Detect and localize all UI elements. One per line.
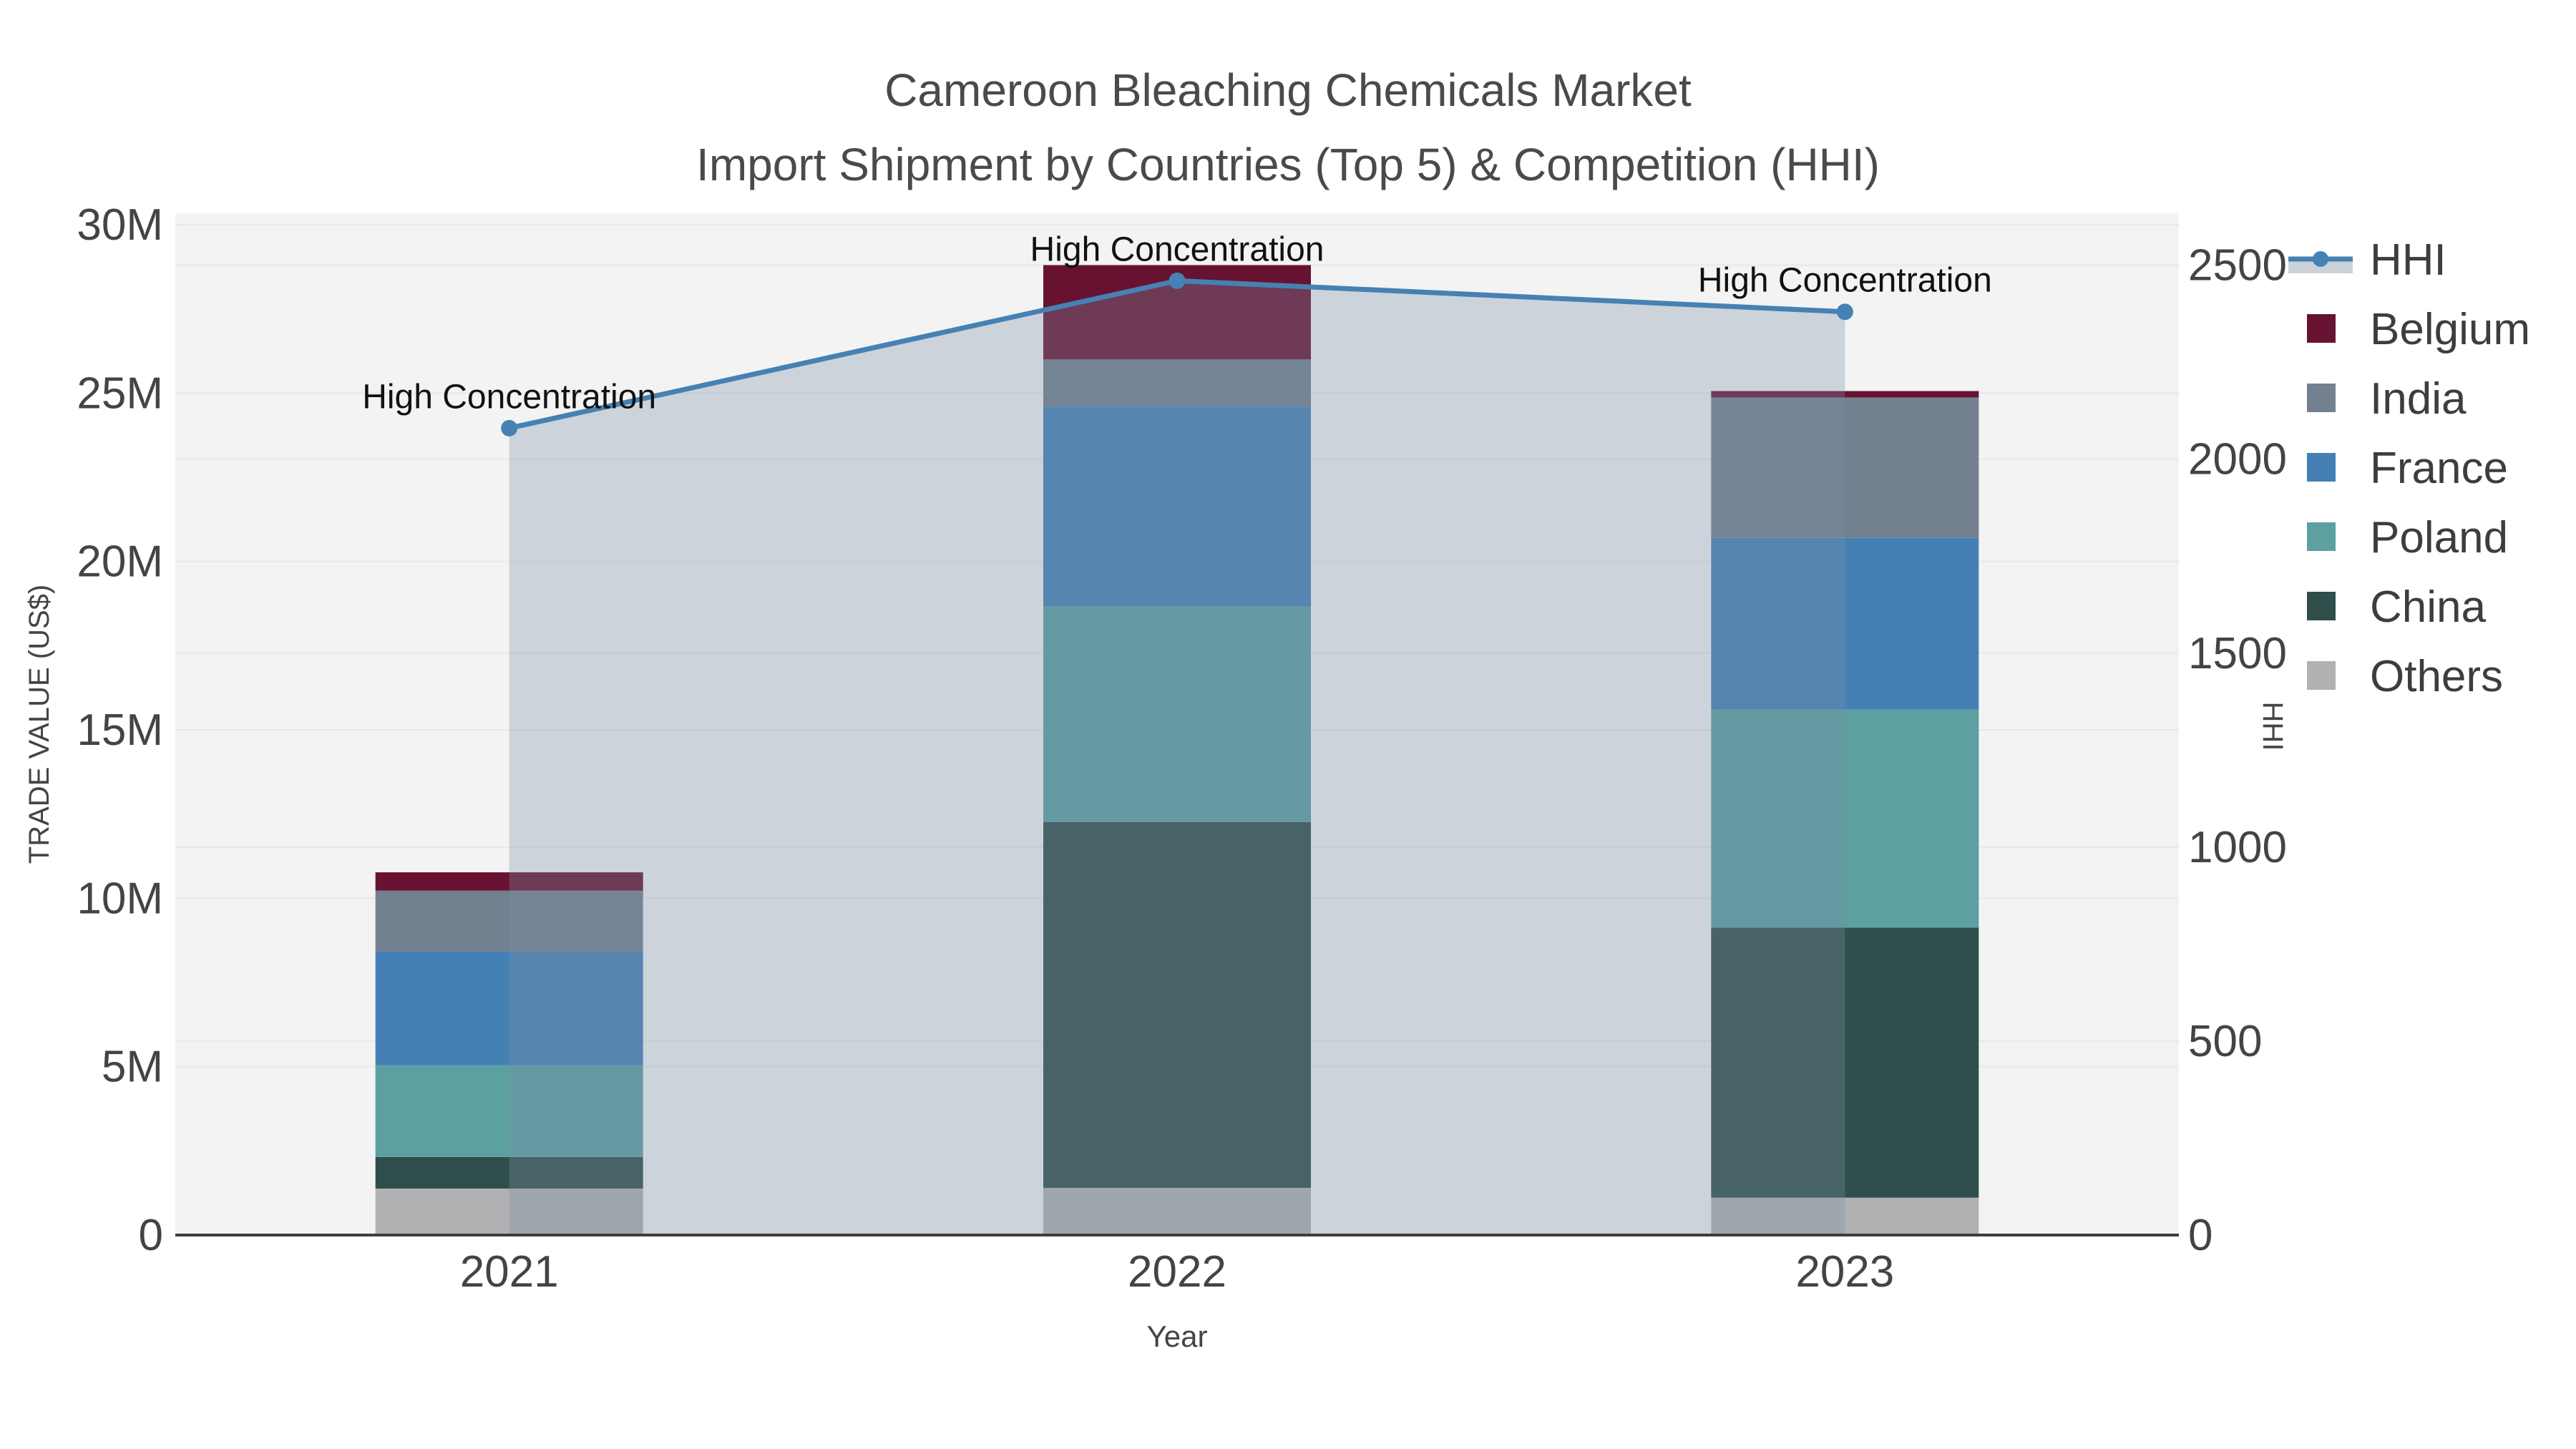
legend-item-china[interactable]: China	[2307, 582, 2487, 632]
y-left-tick-label: 15M	[77, 706, 163, 755]
legend-item-india[interactable]: India	[2307, 374, 2467, 424]
legend-item-poland[interactable]: Poland	[2307, 513, 2508, 562]
bar-segment-china-2022	[1043, 821, 1311, 1189]
bar-segment-china-2023	[1711, 927, 1979, 1198]
annotation-high-concentration-2021: High Concentration	[362, 378, 656, 416]
legend-item-france[interactable]: France	[2307, 444, 2508, 493]
y-right-tick-label: 2000	[2188, 435, 2287, 484]
y-right-tick-label: 2500	[2188, 241, 2287, 291]
legend-swatch-poland	[2307, 522, 2336, 551]
hhi-legend-marker	[2313, 251, 2328, 267]
bar-segment-poland-2023	[1711, 709, 1979, 928]
bar-segment-china-2021	[375, 1156, 643, 1189]
y-left-tick-label: 20M	[77, 537, 163, 587]
legend-swatch-others	[2307, 661, 2336, 690]
stacked-bars	[375, 265, 1979, 1235]
x-axis-title: Year	[1147, 1319, 1208, 1353]
y-left-tick-label: 0	[139, 1211, 163, 1260]
y-right-tick-label: 0	[2188, 1211, 2212, 1260]
stacked-bar-2022	[1043, 265, 1311, 1235]
legend-label-france: France	[2370, 444, 2508, 493]
legend-swatch-china	[2307, 592, 2336, 620]
stacked-bar-2023	[1711, 391, 1979, 1235]
bar-segment-india-2023	[1711, 397, 1979, 538]
y-right-tick-label: 500	[2188, 1017, 2262, 1066]
x-tick-label-2022: 2022	[1128, 1247, 1226, 1297]
bar-segment-france-2023	[1711, 537, 1979, 710]
legend-label-belgium: Belgium	[2370, 305, 2530, 354]
legend-label-india: India	[2370, 374, 2467, 424]
legend-item-belgium[interactable]: Belgium	[2307, 305, 2530, 354]
y-right-tick-label: 1500	[2188, 629, 2287, 678]
legend-label-china: China	[2370, 582, 2487, 632]
legend-swatch-india	[2307, 384, 2336, 412]
y-left-axis-title: TRADE VALUE (US$)	[24, 585, 55, 864]
hhi-area-fill	[509, 280, 1845, 1236]
legend-swatch-belgium	[2307, 314, 2336, 343]
annotation-high-concentration-2023: High Concentration	[1698, 262, 1992, 300]
bar-segment-others-2021	[375, 1189, 643, 1235]
y-left-tick-label: 10M	[77, 874, 163, 923]
bar-segment-poland-2021	[375, 1065, 643, 1157]
bar-segment-belgium-2023	[1711, 391, 1979, 398]
legend-swatch-france	[2307, 453, 2336, 482]
bar-segment-others-2022	[1043, 1188, 1311, 1235]
y-left-tick-label: 25M	[77, 369, 163, 418]
legend-label-hhi: HHI	[2370, 235, 2446, 285]
legend-item-hhi[interactable]: HHI	[2288, 235, 2446, 285]
hhi-marker-2021	[501, 419, 518, 436]
bar-segment-france-2022	[1043, 406, 1311, 607]
annotation-high-concentration-2022: High Concentration	[1030, 230, 1324, 268]
y-left-tick-label: 5M	[102, 1043, 163, 1092]
x-tick-label-2021: 2021	[460, 1247, 559, 1297]
y-right-tick-label: 1000	[2188, 823, 2287, 872]
chart-title-line1: Cameroon Bleaching Chemicals Market	[884, 64, 1692, 116]
bar-segment-india-2021	[375, 890, 643, 952]
y-right-axis-title: HHI	[2257, 702, 2288, 751]
axis-tick-labels: 0 5M 10M 15M 20M 25M 30M 0 500 1000 1500 2000 2500 20…	[77, 200, 2287, 1297]
x-tick-label-2023: 2023	[1795, 1247, 1894, 1297]
legend-item-others[interactable]: Others	[2307, 652, 2503, 701]
hhi-marker-2023	[1836, 303, 1853, 321]
hhi-marker-2022	[1169, 272, 1186, 289]
legend-label-poland: Poland	[2370, 513, 2508, 562]
legend-label-others: Others	[2370, 652, 2503, 701]
bar-segment-france-2021	[375, 951, 643, 1065]
bar-segment-others-2023	[1711, 1197, 1979, 1235]
stacked-bar-2021	[375, 872, 643, 1235]
y-left-tick-label: 30M	[77, 200, 163, 250]
bar-segment-belgium-2021	[375, 872, 643, 891]
bar-segment-poland-2022	[1043, 606, 1311, 822]
legend: HHI Belgium India France Poland China Others	[2288, 235, 2530, 701]
bar-segment-india-2022	[1043, 359, 1311, 407]
chart-title-line2: Import Shipment by Countries (Top 5) & C…	[696, 139, 1880, 190]
